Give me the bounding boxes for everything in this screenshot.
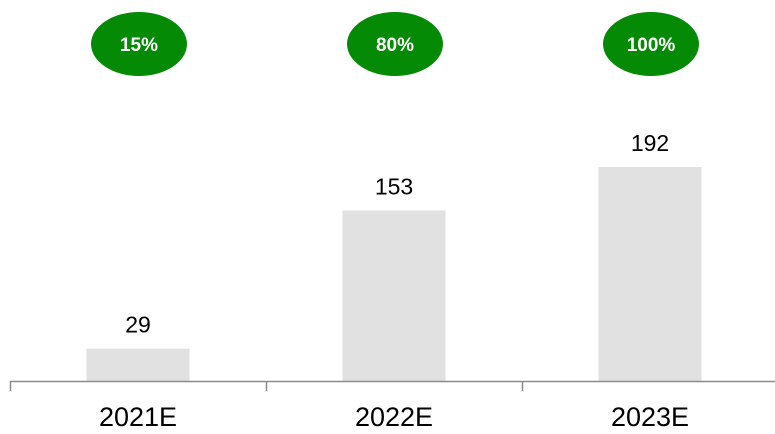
x-tick-label-2022E: 2022E [355, 402, 433, 432]
bar-2023E [598, 167, 702, 381]
percentage-label-2023E: 100% [627, 35, 676, 56]
bar-2021E [86, 348, 190, 381]
x-tick-label-2021E: 2021E [99, 402, 177, 432]
percentage-badge-2023E: 100% [603, 12, 699, 76]
percentage-badge-shape [347, 12, 443, 76]
bar-2022E [342, 210, 446, 381]
percentage-label-2022E: 80% [376, 35, 414, 56]
value-label-2021E: 29 [125, 312, 151, 338]
x-tick-label-2023E: 2023E [611, 402, 689, 432]
value-labels: 29 153 192 [125, 130, 669, 338]
value-label-2023E: 192 [631, 130, 669, 156]
percentage-badge-2021E: 15% [91, 12, 187, 76]
percentage-badge-shape [91, 12, 187, 76]
percentage-badges: 15% 80% 100% [91, 12, 699, 76]
percentage-badge-2022E: 80% [347, 12, 443, 76]
percentage-badge-shape [603, 12, 699, 76]
x-axis [9, 380, 775, 391]
percentage-label-2021E: 15% [120, 35, 158, 56]
x-tick-labels: 2021E 2022E 2023E [99, 402, 689, 432]
bars [86, 167, 702, 381]
value-label-2022E: 153 [375, 173, 413, 199]
